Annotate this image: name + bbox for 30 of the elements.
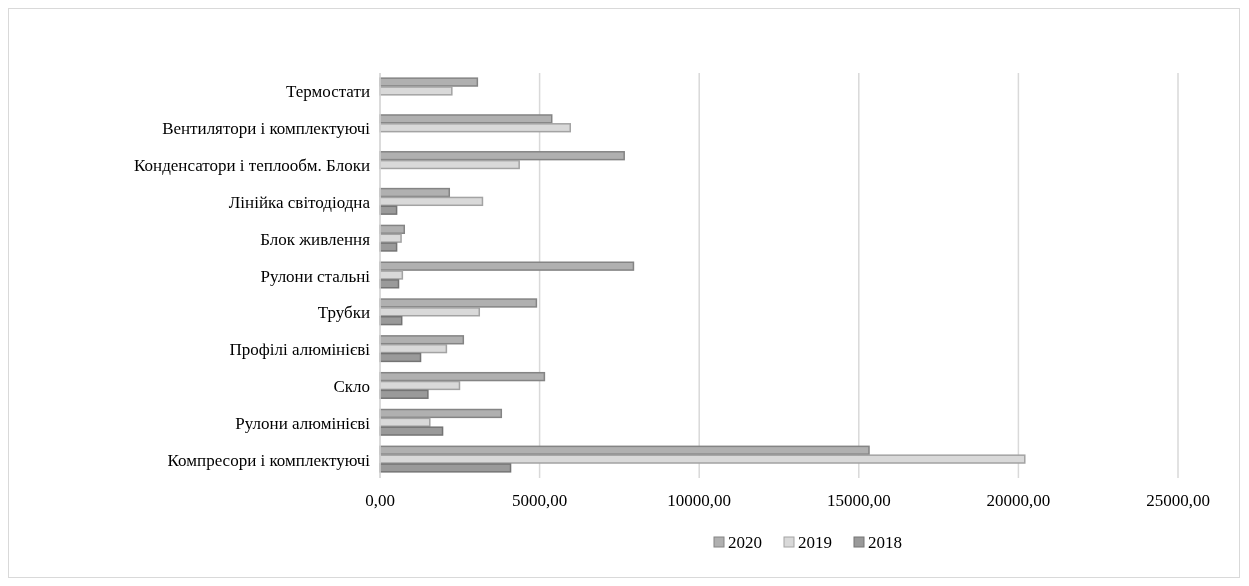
y-tick-label: Трубки xyxy=(317,303,370,323)
bar xyxy=(379,151,625,161)
x-tick-label: 10000,00 xyxy=(667,491,732,510)
bar xyxy=(379,224,406,235)
bar xyxy=(379,371,546,382)
y-tick-label: Лінійка світодіодна xyxy=(228,192,371,212)
y-tick-label: Конденсатори і теплообм. Блоки xyxy=(134,156,370,176)
bar xyxy=(379,77,479,87)
y-tick-label: Термостати xyxy=(285,82,370,102)
y-tick-label: Профілі алюмінієві xyxy=(229,340,371,360)
y-tick-label: Блок живлення xyxy=(260,229,371,249)
bar xyxy=(379,187,451,198)
x-tick-label: 5000,00 xyxy=(511,491,568,510)
legend-label: 2019 xyxy=(798,533,832,552)
legend-label: 2018 xyxy=(868,533,902,552)
x-tick-label: 0,00 xyxy=(365,491,395,510)
x-tick-label: 25000,00 xyxy=(1146,491,1210,510)
bar xyxy=(379,298,538,308)
bar xyxy=(379,335,465,345)
x-tick-label: 20000,00 xyxy=(986,491,1051,510)
y-tick-label: Вентилятори і комплектуючі xyxy=(162,119,371,139)
bar xyxy=(379,261,635,271)
y-tick-label: Рулони алюмінієві xyxy=(235,413,371,433)
bar xyxy=(379,408,503,419)
x-tick-label: 15000,00 xyxy=(826,491,891,510)
bar xyxy=(379,114,553,124)
y-tick-label: Рулони стальні xyxy=(260,266,371,286)
y-tick-label: Компресори і комплектуючі xyxy=(167,450,371,470)
y-tick-label: Скло xyxy=(333,376,370,396)
legend-label: 2020 xyxy=(728,533,762,552)
